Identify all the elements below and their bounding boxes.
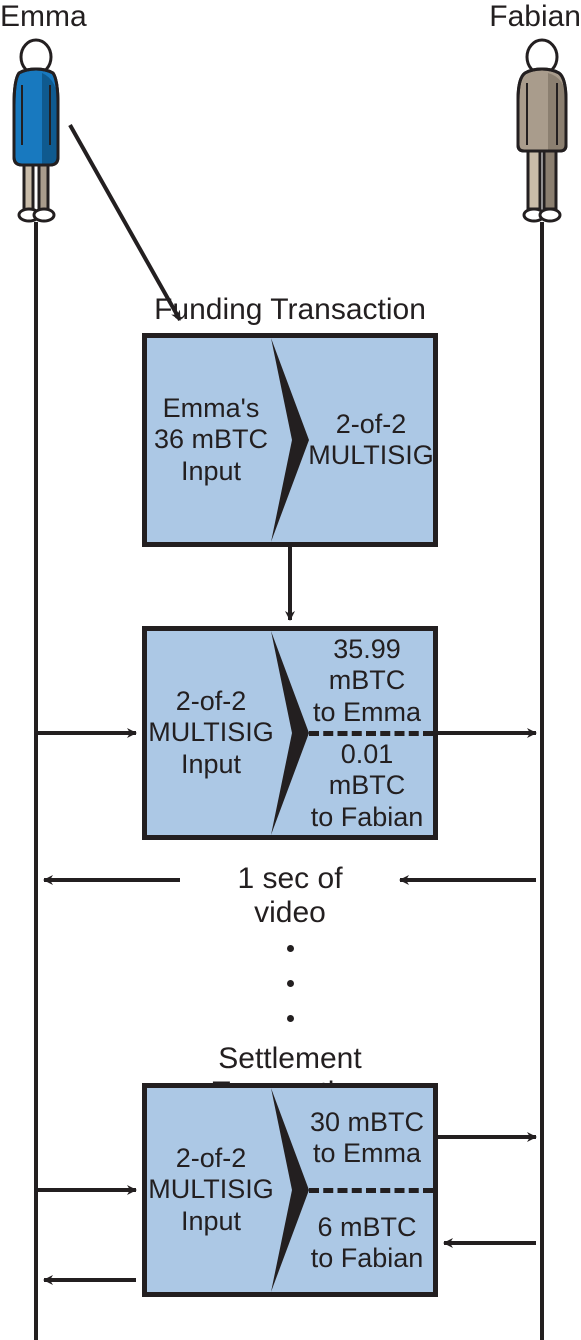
tx1-box: Emma's 36 mBTC Input 2-of-2 MULTISIG [142, 333, 438, 547]
tx1-title: Funding Transaction [140, 293, 440, 327]
tx1-input-cell: Emma's 36 mBTC Input [147, 338, 275, 542]
actor-figure-emma [0, 0, 581, 260]
tx3-output-top-cell: 30 mBTC to Emma [299, 1088, 435, 1188]
actor-figure-fabian [0, 0, 581, 260]
inter-label: 1 sec of video [200, 862, 380, 930]
tx3-output-divider [309, 1188, 433, 1193]
lifeline-left [34, 222, 38, 1340]
actor-label-right: Fabian [489, 0, 581, 34]
lifeline-right [540, 222, 544, 1340]
diagram-canvas: Emma Fabian [0, 0, 581, 1340]
tx3-input-cell: 2-of-2 MULTISIG Input [147, 1088, 275, 1292]
ellipsis-dot [287, 1015, 294, 1022]
tx3-box: 2-of-2 MULTISIG Input 30 mBTC to Emma 6 … [142, 1083, 438, 1297]
tx2-output-top-cell: 35.99 mBTC to Emma [299, 631, 435, 731]
ellipsis-dot [287, 945, 294, 952]
ellipsis-dot [287, 980, 294, 987]
tx2-box: 2-of-2 MULTISIG Input 35.99 mBTC to Emma… [142, 626, 438, 840]
tx2-input-cell: 2-of-2 MULTISIG Input [147, 631, 275, 835]
tx2-output-bottom-cell: 0.01 mBTC to Fabian [299, 737, 435, 835]
actor-label-left: Emma [0, 0, 87, 34]
tx3-output-bottom-cell: 6 mBTC to Fabian [299, 1194, 435, 1292]
tx1-output-cell: 2-of-2 MULTISIG [307, 338, 435, 542]
tx2-output-divider [309, 731, 433, 736]
